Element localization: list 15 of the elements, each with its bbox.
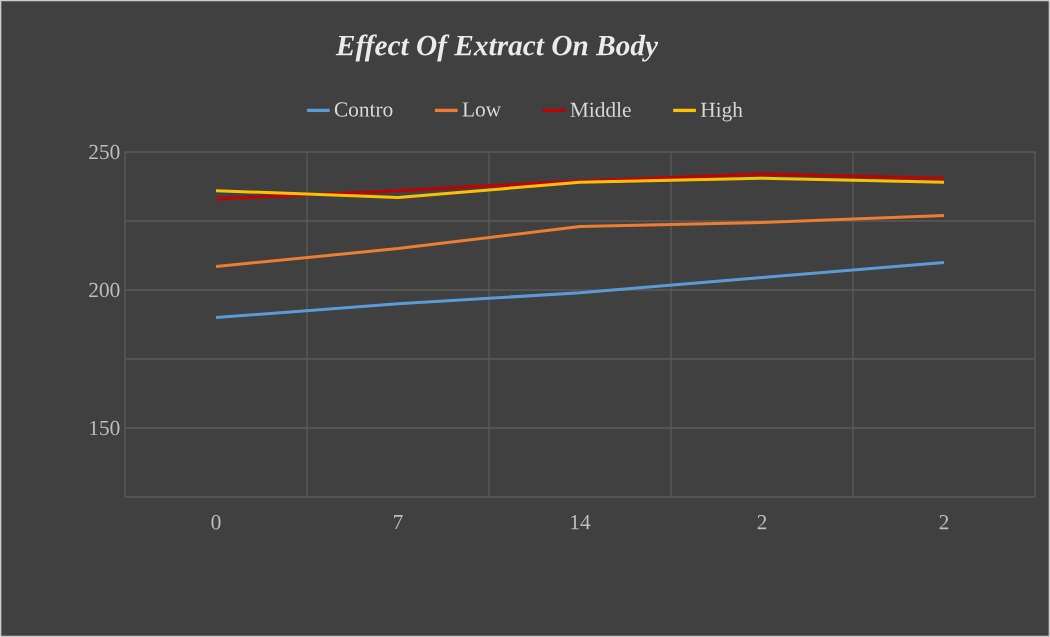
x-tick-label: 14 [571,515,591,530]
line-series [214,260,946,320]
x-tick-label: 0 [211,515,221,530]
line-series [214,213,946,269]
x-tick-label: 2 [939,515,949,530]
y-tick-label: 150 [90,420,120,436]
chart-title: Effect Of Extract On Body [335,34,659,62]
x-tick-label: 7 [394,515,403,530]
legend-label: Contro [334,102,393,117]
legend-label: High [700,101,743,122]
legend-label: Low [462,102,502,117]
legend-label: Middle [570,101,631,118]
x-tick-label: 2 [757,515,767,530]
y-tick-label: 200 [89,282,120,298]
y-tick-label: 250 [89,144,120,160]
